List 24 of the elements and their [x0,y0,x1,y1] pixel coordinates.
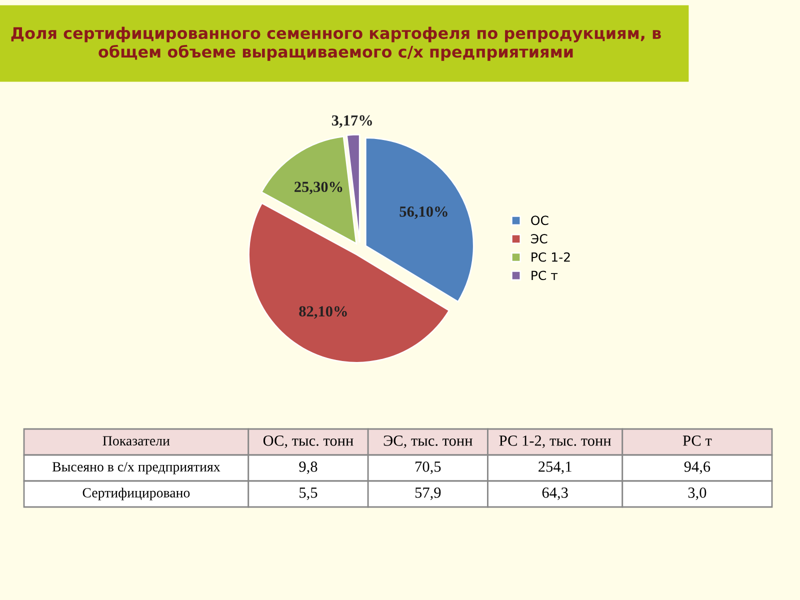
text: 254,1 [538,462,572,474]
text: 9,8 [299,462,318,474]
data-label: 25,30% [294,182,342,194]
data-label: 3,17% [332,115,372,128]
category-label: Показатели [102,436,170,446]
category-label: РС 1-2, тыс. тонн [499,436,611,448]
data-label: 56,10% [400,206,448,219]
chart-title: Доля сертифицированного семенного картофеля по репродукциям, в общем объеме выращиваемого с/х предприятиями [11,26,661,61]
data-label: 82,10% [299,306,347,319]
text: 64,3 [542,488,568,500]
category-label: РС т [682,436,712,446]
text: Сертифицировано [82,488,190,500]
legend-label: ЭС [531,234,548,244]
text: 3,0 [688,488,706,500]
legend-label: РС т [532,270,558,280]
text: Высеяно в с/х предприятиях [52,462,220,474]
text: 5,5 [300,488,318,500]
category-label: ОС, тыс. тонн [263,436,354,448]
category-label: ЭС, тыс. тонн [384,436,472,448]
text: 57,9 [415,488,441,500]
text: 70,5 [416,462,441,474]
text: 94,6 [684,462,710,474]
legend-label: ОС [531,216,548,226]
legend-label: РС 1-2 [532,252,570,262]
